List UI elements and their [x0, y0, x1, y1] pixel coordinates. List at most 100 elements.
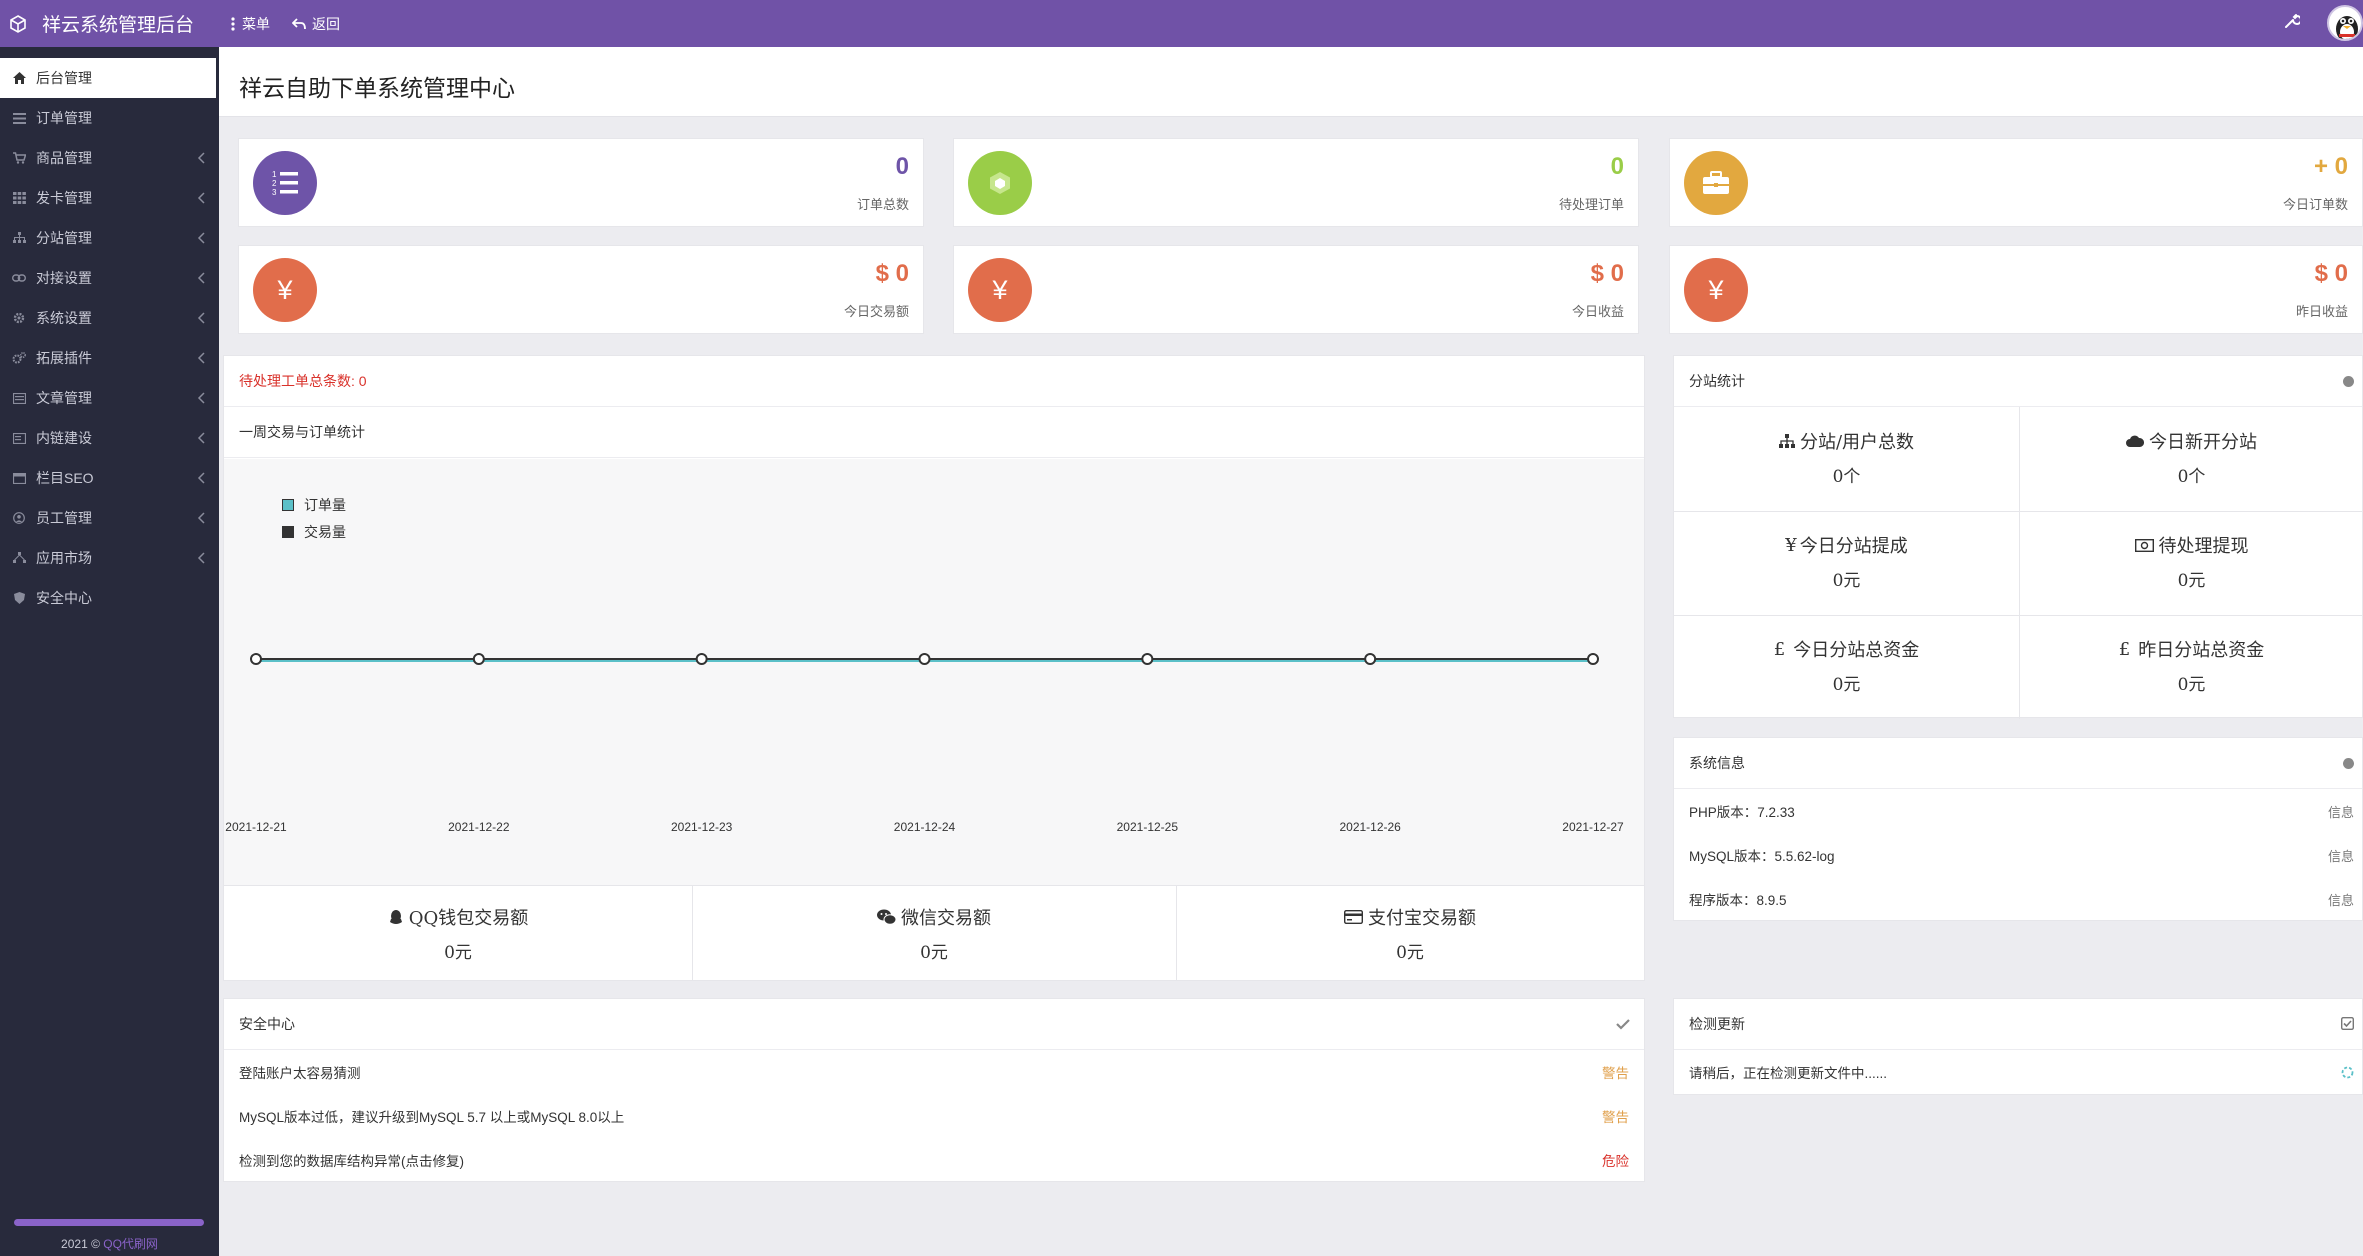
copyright: 2021 © QQ代刷网: [61, 1237, 158, 1251]
sidebar-item-cards[interactable]: 发卡管理: [0, 178, 219, 218]
substats-today-funds: £ 今日分站总资金 0元: [1773, 638, 1920, 696]
pending-tickets-notice[interactable]: 待处理工单总条数: 0: [224, 356, 1644, 407]
reply-icon: [292, 17, 306, 29]
sidebar-item-orders[interactable]: 订单管理: [0, 98, 219, 138]
sidebar-item-label: 拓展插件: [36, 350, 92, 366]
sidebar-item-internal-links[interactable]: 内链建设: [0, 418, 219, 458]
security-row[interactable]: 检测到您的数据库结构异常(点击修复) 危险: [224, 1138, 1644, 1182]
stat-label: 今日交易额: [843, 304, 909, 319]
menu-button[interactable]: 菜单: [230, 0, 270, 47]
sidebar-item-label: 后台管理: [36, 70, 92, 86]
sidebar-item-substations[interactable]: 分站管理: [0, 218, 219, 258]
divider: [2019, 407, 2020, 719]
stat-card-today-volume: ¥ $ 0 今日交易额: [238, 245, 924, 334]
sidebar-item-security[interactable]: 安全中心: [0, 578, 219, 618]
sidebar-item-label: 对接设置: [36, 270, 92, 286]
stat-label: 今日收益: [1571, 304, 1624, 319]
data-point[interactable]: [250, 653, 262, 665]
security-row[interactable]: MySQL版本过低，建议升级到MySQL 5.7 以上或MySQL 8.0以上警…: [224, 1094, 1644, 1138]
data-point[interactable]: [695, 653, 708, 665]
divider: [1176, 885, 1177, 981]
chevron-left-icon: [197, 311, 205, 327]
sitemap-icon: [1778, 434, 1795, 448]
svg-text:3: 3: [272, 188, 277, 197]
chevron-left-icon: [197, 231, 205, 247]
svg-text:2: 2: [272, 179, 277, 188]
briefcase-icon: [1684, 151, 1748, 215]
user-icon: [12, 511, 26, 525]
x-tick-label: 2021-12-26: [1339, 820, 1401, 834]
cube-icon: [8, 14, 28, 34]
chevron-left-icon: [197, 271, 205, 287]
sidebar-item-label: 分站管理: [36, 230, 92, 246]
sidebar-item-seo[interactable]: 栏目SEO: [0, 458, 219, 498]
sidebar-item-plugins[interactable]: 拓展插件: [0, 338, 219, 378]
checkbox-icon[interactable]: [2340, 1016, 2355, 1033]
sysinfo-row: PHP版本：7.2.33 信息: [1674, 789, 2362, 833]
sidebar-item-label: 应用市场: [36, 550, 92, 566]
copyright-link[interactable]: QQ代刷网: [103, 1237, 158, 1251]
back-label: 返回: [312, 15, 340, 32]
data-point[interactable]: [1364, 653, 1377, 665]
yen-icon: ¥: [968, 258, 1032, 322]
sidebar-item-label: 订单管理: [36, 110, 92, 126]
cube-icon: [968, 151, 1032, 215]
chart-area: 订单量 交易量 2021-12-21 2021-12-22 2021-12-23 20…: [224, 459, 1644, 885]
check-icon[interactable]: [1616, 1017, 1630, 1033]
panel-toggle-dot[interactable]: [2343, 376, 2354, 387]
back-button[interactable]: 返回: [292, 0, 340, 47]
stat-label: 待处理订单: [1558, 197, 1624, 212]
security-row[interactable]: 登陆账户太容易猜测 警告: [224, 1050, 1644, 1094]
spinner-icon: [2341, 1066, 2354, 1082]
sidebar-item-products[interactable]: 商品管理: [0, 138, 219, 178]
ellipsis-vertical-icon: [231, 16, 235, 31]
substats-today-commission: ¥ 今日分站提成 0元: [1785, 534, 1908, 592]
chevron-left-icon: [197, 391, 205, 407]
gear-icon: [12, 311, 26, 325]
stat-value: $ 0: [2314, 260, 2348, 287]
legend-item[interactable]: 交易量: [282, 522, 346, 542]
x-tick-label: 2021-12-23: [671, 820, 733, 834]
data-point[interactable]: [1587, 653, 1599, 665]
cart-icon: [12, 151, 26, 165]
app-title: 祥云系统管理后台: [42, 15, 195, 36]
payment-alipay: 支付宝交易额 0元: [1176, 904, 1644, 963]
security-panel: 安全中心 登陆账户太容易猜测 警告 MySQL版本过低，建议升级到MySQL 5.…: [223, 998, 1645, 1182]
stat-value: 0: [1610, 153, 1624, 180]
update-status: 请稍后，正在检测更新文件中......: [1674, 1050, 2362, 1094]
chevron-left-icon: [197, 551, 205, 567]
sidebar-item-integration[interactable]: 对接设置: [0, 258, 219, 298]
update-check-panel: 检测更新 请稍后，正在检测更新文件中......: [1673, 998, 2363, 1095]
data-point[interactable]: [1141, 653, 1154, 665]
divider: [692, 885, 693, 981]
avatar[interactable]: [2327, 5, 2363, 41]
sidebar-item-app-market[interactable]: 应用市场: [0, 538, 219, 578]
stat-card-yesterday-income: ¥ $ 0 昨日收益: [1669, 245, 2363, 334]
substats-yesterday-funds: £ 昨日分站总资金 0元: [2118, 638, 2265, 696]
list-icon: [12, 111, 26, 125]
brand[interactable]: 祥云系统管理后台: [8, 0, 194, 47]
cogs-icon: [12, 351, 26, 365]
sidebar-item-settings[interactable]: 系统设置: [0, 298, 219, 338]
article-icon: [12, 391, 26, 405]
substats-pending-withdrawal: 待处理提现 0元: [2019, 532, 2363, 591]
x-tick-label: 2021-12-27: [1562, 820, 1624, 834]
data-point[interactable]: [918, 653, 931, 665]
wrench-icon[interactable]: [2284, 13, 2302, 34]
pound-icon: £: [1773, 638, 1786, 660]
sidebar-item-articles[interactable]: 文章管理: [0, 378, 219, 418]
sidebar-item-staff[interactable]: 员工管理: [0, 498, 219, 538]
credit-card-icon: [1344, 910, 1363, 924]
panel-toggle-dot[interactable]: [2343, 758, 2354, 769]
page-header: 祥云自助下单系统管理中心: [219, 47, 2363, 117]
page-title: 祥云自助下单系统管理中心: [239, 75, 515, 101]
cloud-icon: [2126, 435, 2144, 447]
qq-icon: [389, 909, 402, 924]
sidebar-item-label: 商品管理: [36, 150, 92, 166]
substats-new-today: 今日新开分站 0个: [2019, 428, 2363, 487]
legend-swatch: [282, 499, 294, 511]
link-icon: [12, 271, 26, 285]
data-point[interactable]: [472, 653, 485, 665]
legend-item[interactable]: 订单量: [282, 495, 346, 515]
sidebar-item-dashboard[interactable]: 后台管理: [0, 58, 216, 98]
